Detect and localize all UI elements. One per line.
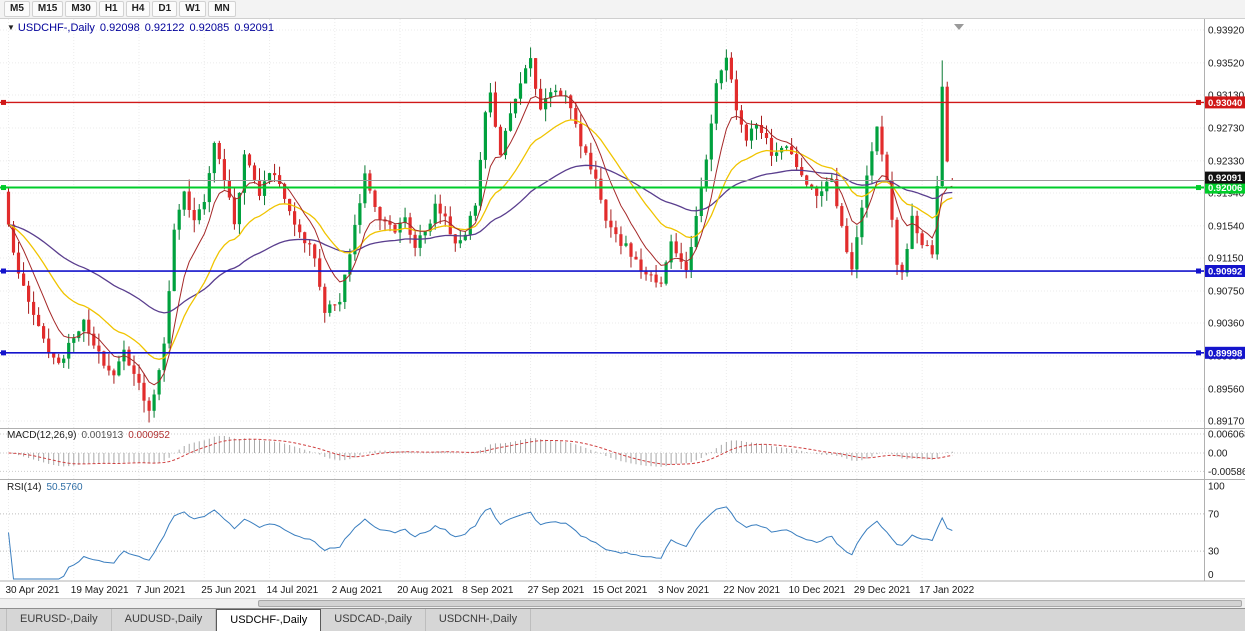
svg-text:0.93040: 0.93040 <box>1208 98 1242 109</box>
macd-signal-value: 0.000952 <box>128 430 170 441</box>
chart-tabs-bar: EURUSD-,Daily AUDUSD-,Daily USDCHF-,Daily U… <box>0 608 1245 631</box>
timeframe-button-mn[interactable]: MN <box>208 1 236 17</box>
price-axis-label: 0.93920 <box>1208 26 1245 37</box>
date-axis-label: 20 Aug 2021 <box>397 585 454 596</box>
macd-axis-label: 0.00 <box>1208 449 1228 460</box>
horizontal-scrollbar[interactable] <box>0 598 1245 608</box>
price-axis-label: 0.90750 <box>1208 286 1245 297</box>
symbol-dropdown-icon[interactable]: ▼ <box>7 23 15 32</box>
support-line-green-right-handle[interactable] <box>1196 185 1201 191</box>
level-price-tag: 0.90992 <box>1205 265 1245 278</box>
ohlc-high: 0.92122 <box>144 22 185 34</box>
timeframe-button-m15[interactable]: M15 <box>31 1 64 17</box>
date-axis-label: 29 Dec 2021 <box>854 585 911 596</box>
macd-main-value: 0.001913 <box>81 430 124 441</box>
date-axis-label: 2 Aug 2021 <box>332 585 383 596</box>
macd-indicator-header: MACD(12,26,9) 0.001913 0.000952 <box>7 430 170 441</box>
price-axis-label: 0.91940 <box>1208 189 1245 200</box>
symbol-timeframe-label: USDCHF-,Daily <box>17 22 95 34</box>
rsi-title: RSI(14) <box>7 482 42 493</box>
timeframe-button-d1[interactable]: D1 <box>152 1 178 17</box>
chart-tab-audusd[interactable]: AUDUSD-,Daily <box>111 609 217 631</box>
price-axis-label: 0.89560 <box>1208 384 1245 395</box>
support-line-blue-lower-left-handle[interactable] <box>1 350 6 356</box>
date-axis-label: 15 Oct 2021 <box>593 585 648 596</box>
resistance-line-red-left-handle[interactable] <box>1 99 6 105</box>
candlestick-series <box>6 47 954 423</box>
price-axis-label: 0.92730 <box>1208 124 1245 135</box>
timeframe-button-w1[interactable]: W1 <box>179 1 207 17</box>
ohlc-open: 0.92098 <box>99 22 140 34</box>
timeframe-button-h4[interactable]: H4 <box>125 1 151 17</box>
date-axis-label: 27 Sep 2021 <box>528 585 585 596</box>
date-axis-label: 22 Nov 2021 <box>723 585 780 596</box>
price-axis-label: 0.93130 <box>1208 91 1245 102</box>
macd-title: MACD(12,26,9) <box>7 430 77 441</box>
rsi-axis-label: 30 <box>1208 547 1220 558</box>
date-axis-label: 14 Jul 2021 <box>267 585 319 596</box>
scrollbar-thumb[interactable] <box>258 600 1242 607</box>
date-axis-label: 7 Jun 2021 <box>136 585 186 596</box>
chart-canvas[interactable]: 0.93920 0.93520 0.93130 0.92730 0.92330 0.919… <box>0 0 1245 598</box>
svg-text:0.90992: 0.90992 <box>1208 267 1242 278</box>
timeframe-toolbar: M5 M15 M30 H1 H4 D1 W1 MN <box>0 0 1245 19</box>
date-axis-label: 25 Jun 2021 <box>201 585 256 596</box>
price-axis-label: 0.89170 <box>1208 417 1245 428</box>
date-axis-label: 30 Apr 2021 <box>6 585 60 596</box>
price-axis-label: 0.92330 <box>1208 156 1245 167</box>
date-axis-label: 10 Dec 2021 <box>789 585 846 596</box>
chart-tab-usdcnh[interactable]: USDCNH-,Daily <box>425 609 532 631</box>
timeframe-button-m5[interactable]: M5 <box>4 1 30 17</box>
chart-tab-usdcad[interactable]: USDCAD-,Daily <box>321 609 426 631</box>
grid-lines <box>0 19 1204 580</box>
level-price-tag: 0.92006 <box>1205 181 1245 194</box>
rsi-axis-label: 0 <box>1208 570 1214 581</box>
svg-text:0.92091: 0.92091 <box>1208 173 1243 184</box>
chart-shift-icon[interactable] <box>954 24 964 30</box>
support-line-green-left-handle[interactable] <box>1 185 6 191</box>
macd-axis-label: -0.005869 <box>1208 467 1245 478</box>
macd-plot <box>0 433 1204 472</box>
support-line-blue-upper-right-handle[interactable] <box>1196 268 1201 274</box>
rsi-plot <box>0 506 1204 580</box>
date-axis-label: 17 Jan 2022 <box>919 585 974 596</box>
price-axis-label: 0.91150 <box>1208 254 1244 265</box>
svg-text:0.89998: 0.89998 <box>1208 348 1242 359</box>
ohlc-low: 0.92085 <box>189 22 230 34</box>
chart-tab-usdchf[interactable]: USDCHF-,Daily <box>216 609 322 631</box>
timeframe-button-m30[interactable]: M30 <box>65 1 97 17</box>
date-axis-label: 8 Sep 2021 <box>462 585 514 596</box>
moving-average-lines <box>8 95 953 386</box>
ohlc-close: 0.92091 <box>234 22 274 34</box>
rsi-value: 50.5760 <box>46 482 83 493</box>
chart-ohlc-header: ▼ USDCHF-,Daily 0.92098 0.92122 0.92085 0.920… <box>7 22 274 34</box>
support-line-blue-lower-right-handle[interactable] <box>1196 350 1201 356</box>
date-axis-label: 19 May 2021 <box>71 585 129 596</box>
svg-text:0.92006: 0.92006 <box>1208 183 1242 194</box>
rsi-axis-label: 70 <box>1208 509 1220 520</box>
resistance-line-red-right-handle[interactable] <box>1196 99 1201 105</box>
current-price-tag: 0.92091 <box>1205 171 1245 184</box>
level-price-tag: 0.89998 <box>1205 346 1245 359</box>
level-price-tag: 0.93040 <box>1205 96 1245 109</box>
rsi-axis-label: 100 <box>1208 482 1225 493</box>
macd-axis-label: 0.006068 <box>1208 430 1245 441</box>
rsi-indicator-header: RSI(14) 50.5760 <box>7 482 83 493</box>
price-axis-label: 0.91540 <box>1208 221 1245 232</box>
price-axis-label: 0.90360 <box>1208 319 1245 330</box>
chart-tab-eurusd[interactable]: EURUSD-,Daily <box>6 609 112 631</box>
date-axis-label: 3 Nov 2021 <box>658 585 710 596</box>
price-axis-label: 0.93520 <box>1208 58 1245 69</box>
support-line-blue-upper-left-handle[interactable] <box>1 268 6 274</box>
timeframe-button-h1[interactable]: H1 <box>98 1 124 17</box>
